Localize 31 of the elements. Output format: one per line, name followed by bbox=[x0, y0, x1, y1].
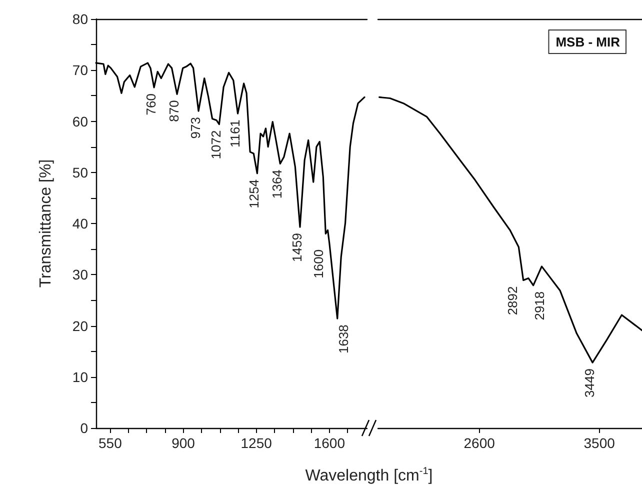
annotation: 1600 bbox=[310, 249, 326, 278]
annotation: 760 bbox=[144, 94, 159, 116]
y-tick-label: 10 bbox=[72, 368, 88, 385]
text: MSB - MIR bbox=[556, 34, 621, 50]
x-tick-label: 900 bbox=[172, 435, 196, 451]
x-tick-label: 1250 bbox=[240, 435, 272, 451]
y-tick-label: 30 bbox=[72, 266, 88, 283]
y-tick-label: 0 bbox=[80, 420, 88, 436]
y-tick-label: 60 bbox=[72, 113, 88, 130]
annotation: 1254 bbox=[246, 179, 262, 208]
annotation: 1638 bbox=[336, 324, 351, 354]
x-tick-label: 2600 bbox=[464, 435, 496, 451]
annotation: 973 bbox=[188, 117, 204, 139]
annotation: 1161 bbox=[227, 120, 242, 148]
y-tick-label: 80 bbox=[72, 11, 88, 27]
y-tick-label: 70 bbox=[72, 62, 88, 78]
annotation: 870 bbox=[166, 100, 182, 122]
annotation: 2892 bbox=[504, 286, 520, 316]
annotation: 1072 bbox=[208, 130, 224, 160]
y-tick-label: 50 bbox=[72, 164, 88, 180]
y-axis-title: Transmittance [%] bbox=[38, 159, 54, 288]
annotation: 3449 bbox=[582, 368, 598, 398]
x-axis-title: Wavelength [cm$^{-1}$] bbox=[304, 466, 434, 486]
annotation: 1459 bbox=[289, 233, 304, 262]
y-tick-label: 20 bbox=[72, 318, 88, 334]
x-tick-label: 550 bbox=[98, 435, 122, 451]
annotation: 1364 bbox=[270, 170, 285, 199]
annotation: 2918 bbox=[532, 291, 547, 320]
x-tick-label: 3500 bbox=[584, 435, 616, 451]
y-tick-label: 40 bbox=[72, 216, 88, 232]
x-tick-label: 1600 bbox=[314, 435, 346, 451]
